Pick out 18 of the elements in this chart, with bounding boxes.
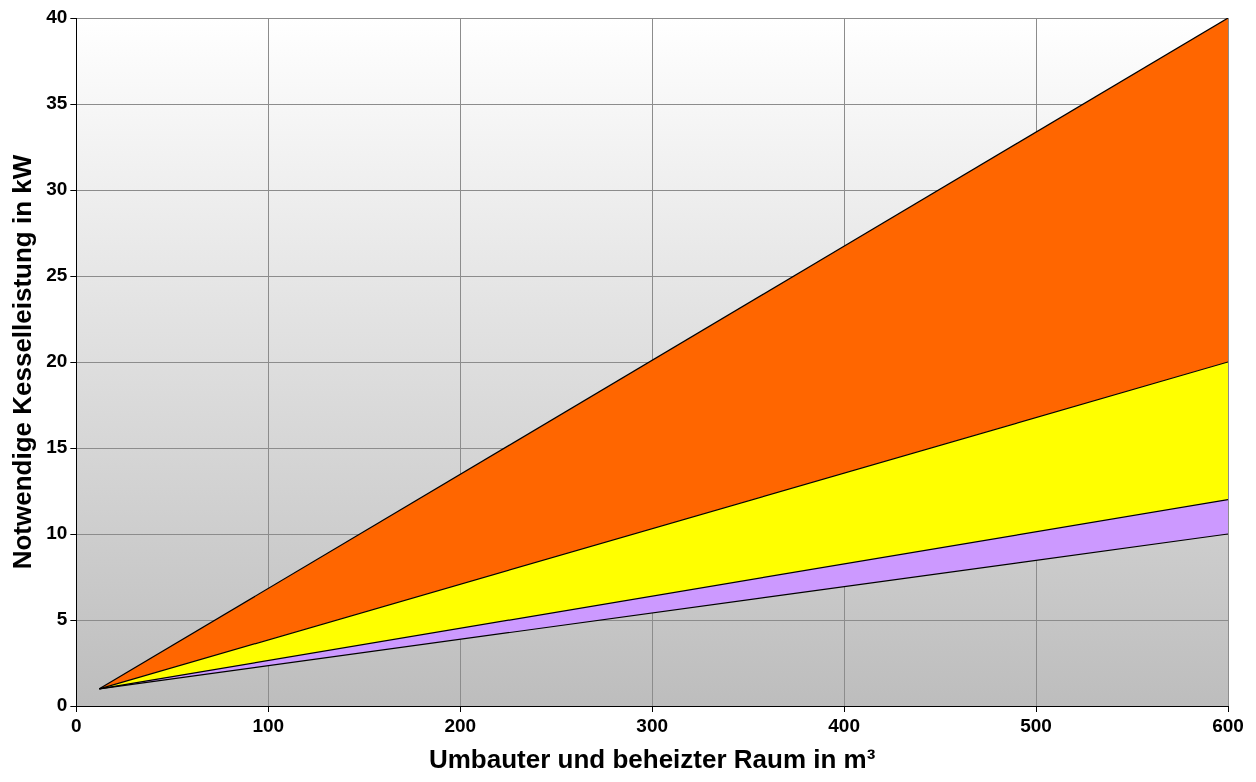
y-tick-label: 10 — [46, 522, 68, 544]
x-tick-label: 500 — [1020, 714, 1052, 736]
y-tick-label: 40 — [46, 6, 68, 28]
x-tick-label: 100 — [252, 714, 285, 736]
y-axis-title: Notwendige Kesselleistung in kW — [6, 154, 37, 570]
x-tick-label: 0 — [71, 714, 82, 736]
x-tick-label: 400 — [828, 714, 860, 736]
x-tick-label: 300 — [636, 714, 669, 736]
x-tick-label: 200 — [444, 714, 477, 736]
y-tick-label: 5 — [56, 608, 68, 630]
y-tick-label: 30 — [46, 178, 68, 200]
x-tick-label: 600 — [1212, 714, 1244, 736]
y-tick-label: 20 — [46, 350, 68, 372]
x-axis-title: Umbauter und beheizter Raum in m³ — [428, 743, 876, 774]
y-tick-label: 25 — [46, 264, 68, 286]
y-tick-label: 0 — [56, 694, 68, 716]
y-tick-label: 35 — [46, 92, 68, 114]
y-tick-label: 15 — [46, 436, 68, 458]
